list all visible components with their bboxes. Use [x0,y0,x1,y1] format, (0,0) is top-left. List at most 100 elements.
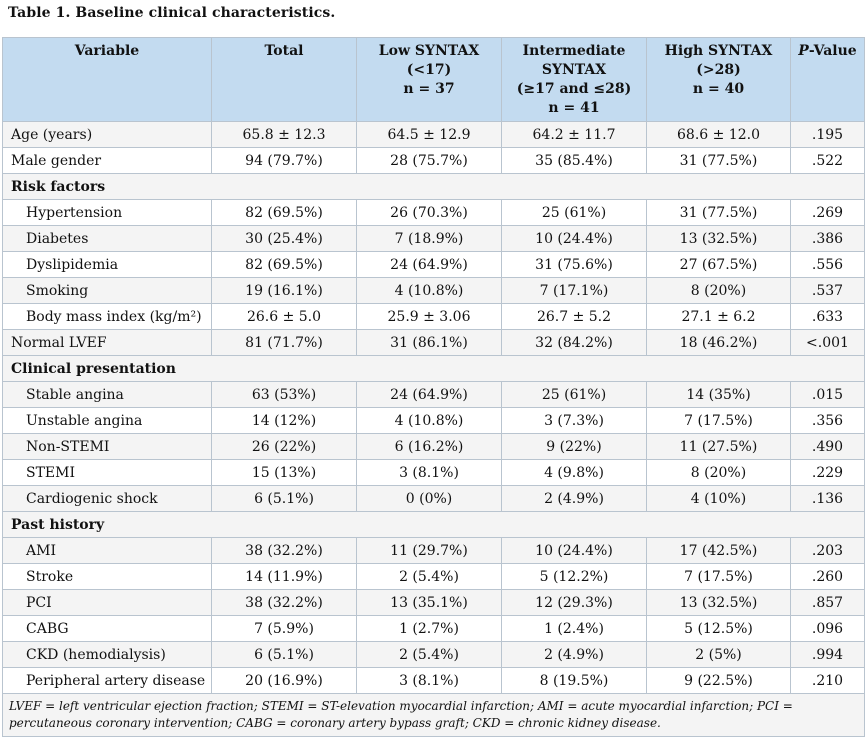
cell-low-syntax: 3 (8.1%) [356,667,502,694]
table-row: Stable angina 63 (53%) 24 (64.9%) 25 (61%) 1… [2,381,865,408]
cell-high-syntax: 68.6 ± 12.0 [646,121,791,148]
header-p-letter: P [798,43,809,59]
section-row: Risk factors [2,173,865,200]
table-row: Male gender 94 (79.7%) 28 (75.7%) 35 (85.4%… [2,147,865,174]
table-row: Age (years) 65.8 ± 12.3 64.5 ± 12.9 64.2 ± … [2,121,865,148]
table-row: STEMI 15 (13%) 3 (8.1%) 4 (9.8%) 8 (20%) .229 [2,459,865,486]
cell-total: 38 (32.2%) [211,537,357,564]
cell-variable: Stable angina [2,381,212,408]
cell-p-value: .260 [790,563,865,590]
header-high-syntax: High SYNTAX (>28) n = 40 [646,37,791,122]
cell-intermediate-syntax: 10 (24.4%) [501,537,647,564]
header-p-value: P-Value [790,37,865,122]
cell-variable: Male gender [2,147,212,174]
cell-total: 7 (5.9%) [211,615,357,642]
cell-total: 65.8 ± 12.3 [211,121,357,148]
header-intermediate-line: (≥17 and ≤28) [516,81,632,97]
header-intermediate-syntax: Intermediate SYNTAX (≥17 and ≤28) n = 41 [501,37,647,122]
cell-low-syntax: 4 (10.8%) [356,277,502,304]
cell-high-syntax: 7 (17.5%) [646,407,791,434]
cell-variable: CKD (hemodialysis) [2,641,212,668]
cell-intermediate-syntax: 5 (12.2%) [501,563,647,590]
cell-total: 38 (32.2%) [211,589,357,616]
cell-variable: Cardiogenic shock [2,485,212,512]
cell-p-value: .203 [790,537,865,564]
table-row: Unstable angina 14 (12%) 4 (10.8%) 3 (7.3%)… [2,407,865,434]
cell-intermediate-syntax: 3 (7.3%) [501,407,647,434]
cell-p-value: .269 [790,199,865,226]
table-body: Age (years) 65.8 ± 12.3 64.5 ± 12.9 64.2 ± … [2,121,865,737]
cell-variable: CABG [2,615,212,642]
cell-variable: Body mass index (kg/m²) [2,303,212,330]
cell-intermediate-syntax: 10 (24.4%) [501,225,647,252]
cell-intermediate-syntax: 12 (29.3%) [501,589,647,616]
cell-intermediate-syntax: 26.7 ± 5.2 [501,303,647,330]
cell-high-syntax: 11 (27.5%) [646,433,791,460]
cell-variable: Dyslipidemia [2,251,212,278]
cell-p-value: .356 [790,407,865,434]
table-row: Diabetes 30 (25.4%) 7 (18.9%) 10 (24.4%) 13 … [2,225,865,252]
cell-intermediate-syntax: 1 (2.4%) [501,615,647,642]
cell-total: 94 (79.7%) [211,147,357,174]
cell-p-value: .136 [790,485,865,512]
cell-variable: PCI [2,589,212,616]
cell-low-syntax: 2 (5.4%) [356,641,502,668]
cell-p-value: .229 [790,459,865,486]
cell-high-syntax: 27.1 ± 6.2 [646,303,791,330]
cell-variable: Stroke [2,563,212,590]
cell-high-syntax: 14 (35%) [646,381,791,408]
table-row: Hypertension 82 (69.5%) 26 (70.3%) 25 (61%)… [2,199,865,226]
cell-low-syntax: 24 (64.9%) [356,381,502,408]
cell-variable: STEMI [2,459,212,486]
cell-p-value: .994 [790,641,865,668]
section-row: Clinical presentation [2,355,865,382]
cell-intermediate-syntax: 25 (61%) [501,381,647,408]
cell-low-syntax: 0 (0%) [356,485,502,512]
cell-intermediate-syntax: 2 (4.9%) [501,641,647,668]
cell-total: 82 (69.5%) [211,251,357,278]
header-intermediate-line: Intermediate [522,43,626,59]
table-row: Non-STEMI 26 (22%) 6 (16.2%) 9 (22%) 11 (27.… [2,433,865,460]
cell-low-syntax: 4 (10.8%) [356,407,502,434]
cell-p-value: .522 [790,147,865,174]
header-intermediate-line: SYNTAX [541,62,607,78]
cell-variable: Diabetes [2,225,212,252]
table-row: AMI 38 (32.2%) 11 (29.7%) 10 (24.4%) 17 (42.… [2,537,865,564]
cell-intermediate-syntax: 4 (9.8%) [501,459,647,486]
cell-intermediate-syntax: 25 (61%) [501,199,647,226]
cell-high-syntax: 31 (77.5%) [646,147,791,174]
header-low-line: (<17) [406,62,452,78]
cell-p-value: .556 [790,251,865,278]
cell-low-syntax: 24 (64.9%) [356,251,502,278]
cell-total: 14 (11.9%) [211,563,357,590]
cell-total: 15 (13%) [211,459,357,486]
cell-total: 81 (71.7%) [211,329,357,356]
section-title: Past history [2,511,865,538]
cell-high-syntax: 27 (67.5%) [646,251,791,278]
header-low-line: n = 37 [403,81,455,97]
cell-low-syntax: 28 (75.7%) [356,147,502,174]
table-row: Body mass index (kg/m²) 26.6 ± 5.0 25.9 ± … [2,303,865,330]
header-high-line: n = 40 [692,81,745,97]
cell-variable: Normal LVEF [2,329,212,356]
table-row: CABG 7 (5.9%) 1 (2.7%) 1 (2.4%) 5 (12.5%) .09… [2,615,865,642]
section-row: Past history [2,511,865,538]
cell-variable: Hypertension [2,199,212,226]
footnote-row: LVEF = left ventricular ejection fractio… [2,693,865,737]
header-low-syntax: Low SYNTAX (<17) n = 37 [356,37,502,122]
cell-p-value: .386 [790,225,865,252]
cell-high-syntax: 18 (46.2%) [646,329,791,356]
cell-intermediate-syntax: 31 (75.6%) [501,251,647,278]
cell-high-syntax: 5 (12.5%) [646,615,791,642]
cell-variable: Smoking [2,277,212,304]
table-row: Peripheral artery disease 20 (16.9%) 3 (8.… [2,667,865,694]
cell-total: 6 (5.1%) [211,641,357,668]
cell-high-syntax: 8 (20%) [646,277,791,304]
cell-low-syntax: 1 (2.7%) [356,615,502,642]
cell-total: 63 (53%) [211,381,357,408]
header-low-line: Low SYNTAX [378,43,480,59]
cell-total: 6 (5.1%) [211,485,357,512]
cell-low-syntax: 26 (70.3%) [356,199,502,226]
cell-p-value: .490 [790,433,865,460]
cell-low-syntax: 11 (29.7%) [356,537,502,564]
